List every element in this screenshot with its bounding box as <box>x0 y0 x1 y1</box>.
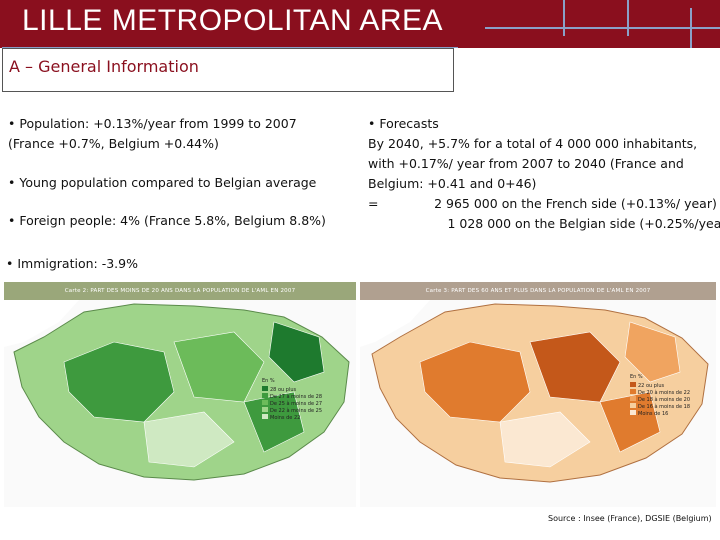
map1-legend-swatch-5 <box>262 414 268 419</box>
bullet-population: • Population: +0.13%/year from 1999 to 2… <box>8 114 297 154</box>
map-young-population-svg: En % 28 ou plus De 27 à moins de 28 De 2… <box>4 282 356 481</box>
decor-line-h1 <box>485 27 720 29</box>
map2-legend-swatch-4 <box>630 403 636 408</box>
map2-legend: En % 22 ou plus De 20 à moins de 22 De 1… <box>630 374 690 417</box>
map1-legend-item-4: De 22 à moins de 25 <box>270 407 322 414</box>
map1-sea <box>4 300 79 347</box>
forecasts-block: • Forecasts By 2040, +5.7% for a total o… <box>368 114 720 234</box>
map-young-population: En % 28 ou plus De 27 à moins de 28 De 2… <box>4 282 356 507</box>
map2-legend-item-1: 22 ou plus <box>638 383 665 389</box>
map2-sea <box>360 300 430 347</box>
section-header-box: A – General Information <box>2 48 454 92</box>
bullet-immigration: • Immigration: -3.9% <box>6 256 138 271</box>
forecast-line-4: = 2 965 000 on the French side (+0.13%/ … <box>368 196 717 211</box>
map2-legend-swatch-2 <box>630 389 636 394</box>
map2-header-title: Carte 3: PART DES 60 ANS ET PLUS DANS LA… <box>425 288 651 294</box>
map1-header-title: Carte 2: PART DES MOINS DE 20 ANS DANS L… <box>64 288 296 294</box>
section-title: A – General Information <box>9 57 199 76</box>
source-note: Source : Insee (France), DGSIE (Belgium) <box>548 514 712 523</box>
map1-legend-item-1: 28 ou plus <box>270 387 297 393</box>
decor-line-v1 <box>563 0 565 36</box>
map1-zone-a <box>63 341 175 423</box>
map1-legend-swatch-3 <box>262 400 268 405</box>
map2-legend-item-4: De 16 à moins de 18 <box>638 403 690 410</box>
decor-line-v3 <box>690 8 692 48</box>
forecast-line-2: with +0.17%/ year from 2007 to 2040 (Fra… <box>368 156 684 171</box>
map2-legend-item-5: Moins de 16 <box>638 411 668 417</box>
forecast-line-5: 1 028 000 on the Belgian side (+0.25%/ye… <box>368 216 720 231</box>
map1-legend-swatch-4 <box>262 407 268 412</box>
decor-line-h2 <box>2 47 458 48</box>
map1-legend-title: En % <box>262 378 275 384</box>
map2-zone-a <box>419 341 531 423</box>
map-senior-population: En % 22 ou plus De 20 à moins de 22 De 1… <box>360 282 716 507</box>
map1-legend-swatch-2 <box>262 393 268 398</box>
map2-zone-b <box>529 331 621 403</box>
map1-zone-b <box>173 331 265 403</box>
map2-legend-swatch-5 <box>630 410 636 415</box>
map1-legend-item-5: Moins de 22 <box>270 415 300 421</box>
map2-zone-e <box>599 391 661 453</box>
map2-zone-d <box>499 411 591 468</box>
map1-zone-d <box>143 411 235 468</box>
slide-title: LILLE METROPOLITAN AREA <box>22 4 444 37</box>
map2-legend-item-3: De 18 à moins de 20 <box>638 396 690 403</box>
map2-header-bg <box>360 282 716 300</box>
map2-legend-title: En % <box>630 374 643 380</box>
map2-legend-item-2: De 20 à moins de 22 <box>638 389 690 396</box>
map1-zone-c <box>268 321 325 383</box>
map2-legend-swatch-1 <box>630 382 636 387</box>
map1-header-bg <box>4 282 356 300</box>
bullet-population-line2: (France +0.7%, Belgium +0.44%) <box>8 136 219 151</box>
forecast-line-1: By 2040, +5.7% for a total of 4 000 000 … <box>368 136 698 151</box>
map2-legend-swatch-3 <box>630 396 636 401</box>
bullet-population-line1: • Population: +0.13%/year from 1999 to 2… <box>8 116 297 131</box>
forecasts-heading: • Forecasts <box>368 116 439 131</box>
title-bar: LILLE METROPOLITAN AREA <box>0 0 720 48</box>
map1-legend-item-2: De 27 à moins de 28 <box>270 393 322 400</box>
bullet-young-population: • Young population compared to Belgian a… <box>8 175 317 190</box>
map2-zone-c <box>624 321 681 383</box>
forecast-line-3: Belgium: +0.41 and 0+46) <box>368 176 537 191</box>
decor-line-v2 <box>627 0 629 36</box>
map-senior-population-svg: En % 22 ou plus De 20 à moins de 22 De 1… <box>360 282 716 483</box>
bullet-foreign-people: • Foreign people: 4% (France 5.8%, Belgi… <box>8 213 326 228</box>
map1-zone-e <box>243 391 305 453</box>
map1-legend-item-3: De 25 à moins de 27 <box>270 400 322 407</box>
map1-legend-swatch-1 <box>262 386 268 391</box>
map1-legend: En % 28 ou plus De 27 à moins de 28 De 2… <box>262 378 322 421</box>
